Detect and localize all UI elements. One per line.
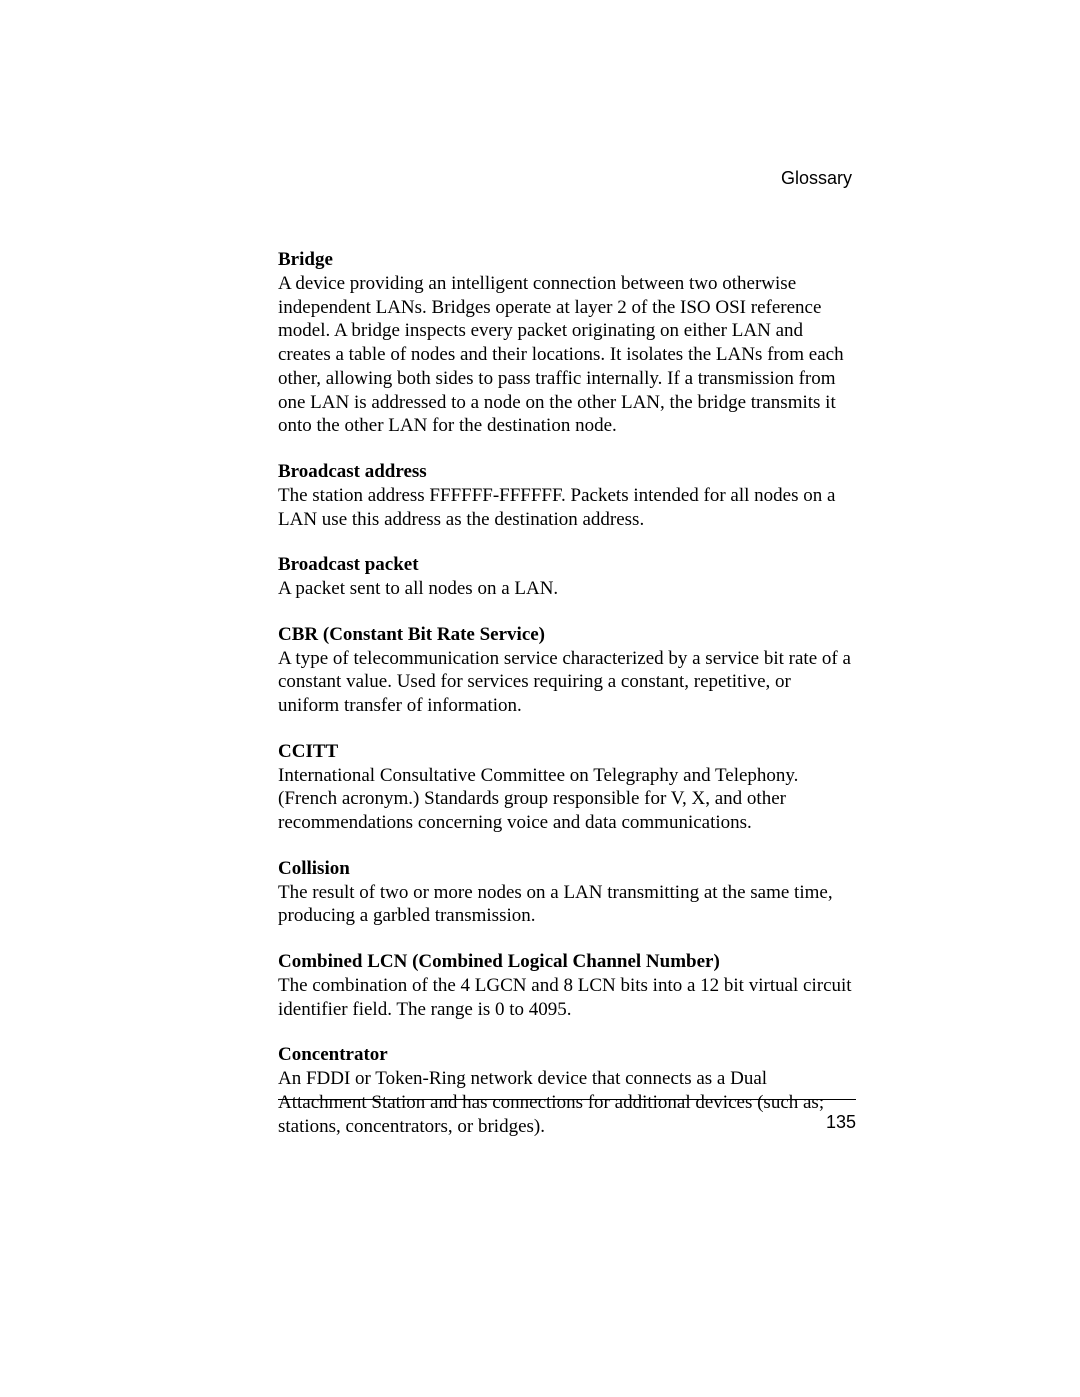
glossary-term: Concentrator: [278, 1043, 856, 1067]
glossary-entry: Broadcast address The station address FF…: [278, 460, 856, 531]
glossary-term: Broadcast address: [278, 460, 856, 484]
footer-rule: [278, 1099, 856, 1100]
glossary-entry: CCITT International Consultative Committ…: [278, 740, 856, 835]
glossary-term: Collision: [278, 857, 856, 881]
glossary-entry: Broadcast packet A packet sent to all no…: [278, 553, 856, 601]
glossary-definition: A packet sent to all nodes on a LAN.: [278, 577, 856, 601]
glossary-term: CBR (Constant Bit Rate Service): [278, 623, 856, 647]
glossary-definition: A type of telecommunication service char…: [278, 647, 856, 718]
page-number: 135: [826, 1112, 856, 1133]
glossary-term: Bridge: [278, 248, 856, 272]
glossary-content: Bridge A device providing an intelligent…: [278, 248, 856, 1160]
glossary-term: Combined LCN (Combined Logical Channel N…: [278, 950, 856, 974]
glossary-entry: Combined LCN (Combined Logical Channel N…: [278, 950, 856, 1021]
glossary-definition: International Consultative Committee on …: [278, 764, 856, 835]
glossary-entry: Concentrator An FDDI or Token-Ring netwo…: [278, 1043, 856, 1138]
glossary-term: Broadcast packet: [278, 553, 856, 577]
glossary-definition: An FDDI or Token-Ring network device tha…: [278, 1067, 856, 1138]
page: Glossary Bridge A device providing an in…: [0, 0, 1080, 1397]
glossary-term: CCITT: [278, 740, 856, 764]
glossary-definition: A device providing an intelligent connec…: [278, 272, 856, 438]
glossary-definition: The combination of the 4 LGCN and 8 LCN …: [278, 974, 856, 1022]
glossary-definition: The result of two or more nodes on a LAN…: [278, 881, 856, 929]
glossary-entry: Bridge A device providing an intelligent…: [278, 248, 856, 438]
header-section-label: Glossary: [781, 168, 852, 189]
glossary-entry: CBR (Constant Bit Rate Service) A type o…: [278, 623, 856, 718]
glossary-definition: The station address FFFFFF-FFFFFF. Packe…: [278, 484, 856, 532]
glossary-entry: Collision The result of two or more node…: [278, 857, 856, 928]
